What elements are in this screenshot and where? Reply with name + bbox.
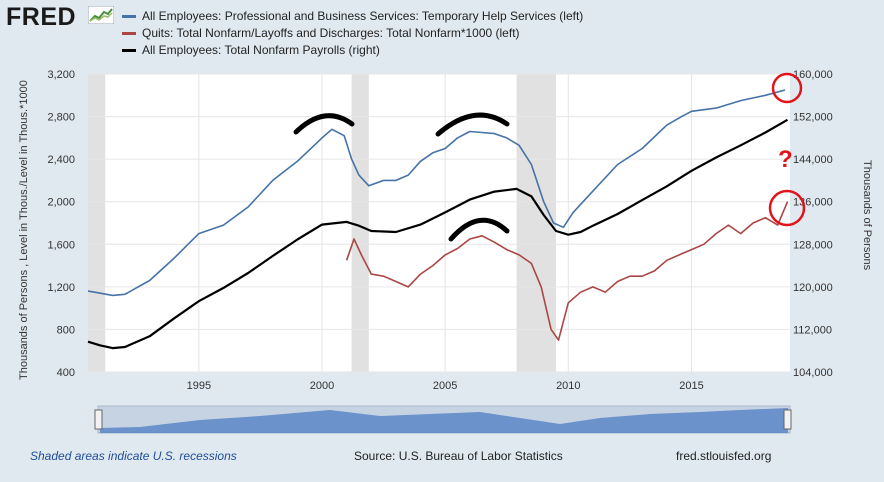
data-source: Source: U.S. Bureau of Labor Statistics — [354, 449, 563, 463]
series-line-quits — [345, 201, 789, 341]
x-tick-label: 2010 — [556, 380, 580, 392]
x-tick-label: 1995 — [187, 380, 211, 392]
left-tick-label: 1,600 — [47, 239, 75, 251]
series-line-nonfarm — [87, 118, 789, 350]
x-tick-label: 2015 — [679, 380, 703, 392]
legend-item-temp-help[interactable]: All Employees: Professional and Business… — [122, 8, 583, 24]
fred-url[interactable]: fred.stlouisfed.org — [676, 449, 772, 463]
left-tick-label: 800 — [57, 324, 75, 336]
range-slider-left-handle[interactable] — [94, 409, 103, 430]
left-tick-label: 2,400 — [47, 154, 75, 166]
annotation-question-mark: ? — [778, 146, 793, 173]
range-slider-mini-chart — [100, 408, 788, 433]
x-tick-label: 2005 — [433, 380, 457, 392]
legend-swatch — [122, 14, 136, 18]
right-tick-label: 136,000 — [793, 197, 833, 209]
right-tick-label: 104,000 — [793, 367, 833, 379]
annotation-circle — [771, 72, 803, 104]
right-tick-label: 128,000 — [793, 239, 833, 251]
annotation-arc — [435, 112, 510, 137]
annotation-arc — [448, 217, 510, 242]
annotation-arc — [293, 113, 355, 135]
x-tick-label: 2000 — [310, 380, 334, 392]
recession-band — [351, 74, 369, 372]
left-tick-label: 2,000 — [47, 197, 75, 209]
legend-swatch — [122, 31, 136, 35]
right-tick-label: 112,000 — [793, 324, 832, 336]
legend-swatch — [122, 48, 136, 52]
left-tick-label: 400 — [57, 367, 75, 379]
range-slider-right-handle[interactable] — [783, 409, 792, 430]
right-tick-label: 120,000 — [793, 282, 833, 294]
left-tick-label: 2,800 — [47, 112, 75, 124]
series-line-temp-help — [87, 89, 786, 297]
fred-chart-icon — [88, 6, 114, 24]
right-tick-label: 144,000 — [793, 154, 833, 166]
legend-label: All Employees: Total Nonfarm Payrolls (r… — [142, 43, 380, 57]
plot-area — [88, 74, 790, 372]
left-tick-label: 1,200 — [47, 282, 75, 294]
legend-label: Quits: Total Nonfarm/Layoffs and Dischar… — [142, 26, 520, 40]
left-tick-label: 3,200 — [47, 69, 75, 81]
legend-item-nonfarm[interactable]: All Employees: Total Nonfarm Payrolls (r… — [122, 42, 380, 58]
legend-item-quits[interactable]: Quits: Total Nonfarm/Layoffs and Dischar… — [122, 25, 520, 41]
legend-label: All Employees: Professional and Business… — [142, 9, 584, 23]
right-axis-title: Thousands of Persons — [861, 160, 873, 271]
left-axis-title: Thousands of Persons , Level in Thous./L… — [18, 80, 30, 380]
annotation-circle — [768, 189, 806, 227]
recession-note: Shaded areas indicate U.S. recessions — [30, 449, 237, 463]
fred-logo[interactable]: FRED — [6, 3, 77, 31]
recession-band — [88, 74, 106, 372]
right-tick-label: 160,000 — [793, 69, 833, 81]
right-tick-label: 152,000 — [793, 112, 833, 124]
